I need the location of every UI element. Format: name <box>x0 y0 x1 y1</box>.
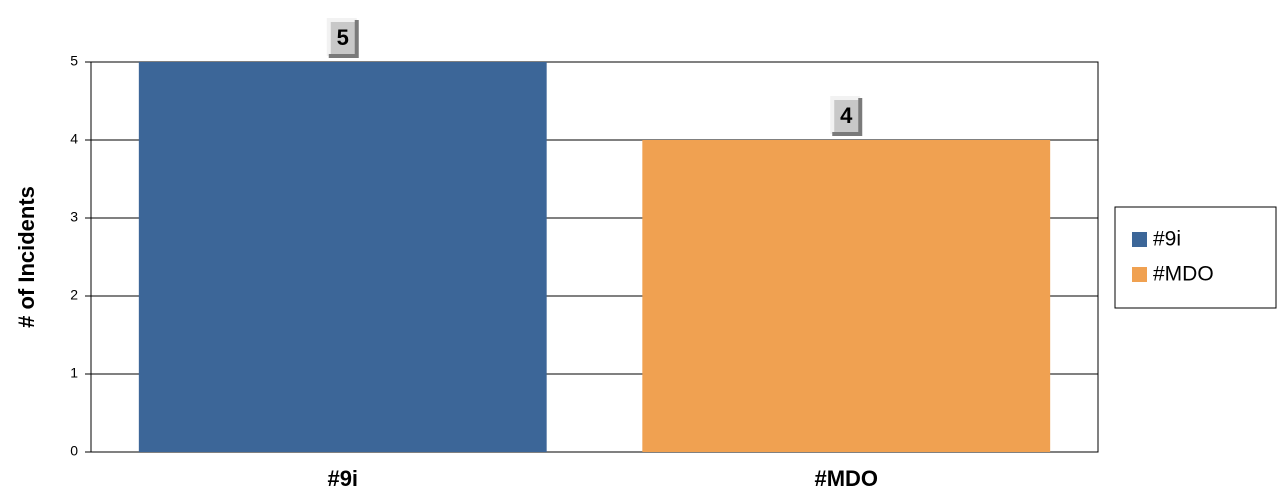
data-label-bevel <box>326 18 357 56</box>
y-tick-label: 1 <box>70 365 78 381</box>
y-tick-label: 2 <box>70 287 78 303</box>
y-tick-label: 4 <box>70 131 78 147</box>
data-label-bevel <box>328 20 359 58</box>
legend-label: #MDO <box>1153 263 1214 286</box>
data-label: 4 <box>830 96 863 136</box>
x-tick-label: #9i <box>327 466 358 491</box>
bar <box>138 62 547 452</box>
data-label-bevel <box>830 96 861 134</box>
y-tick-label: 0 <box>70 443 78 459</box>
legend-box <box>1114 206 1277 309</box>
x-tick-label: #MDO <box>814 466 878 491</box>
data-label-box <box>328 20 357 56</box>
y-axis-label: # of Incidents <box>14 186 39 328</box>
y-tick-label: 3 <box>70 209 78 225</box>
bar <box>642 140 1051 452</box>
y-tick-label: 5 <box>70 53 78 69</box>
legend-label: #9i <box>1153 228 1181 251</box>
data-label-text: 4 <box>840 103 853 128</box>
legend-swatch <box>1132 267 1147 282</box>
data-label-text: 5 <box>337 25 349 50</box>
data-label: 5 <box>326 18 359 58</box>
data-label-box <box>832 98 861 134</box>
legend-swatch <box>1132 232 1147 247</box>
data-label-bevel <box>832 98 863 136</box>
